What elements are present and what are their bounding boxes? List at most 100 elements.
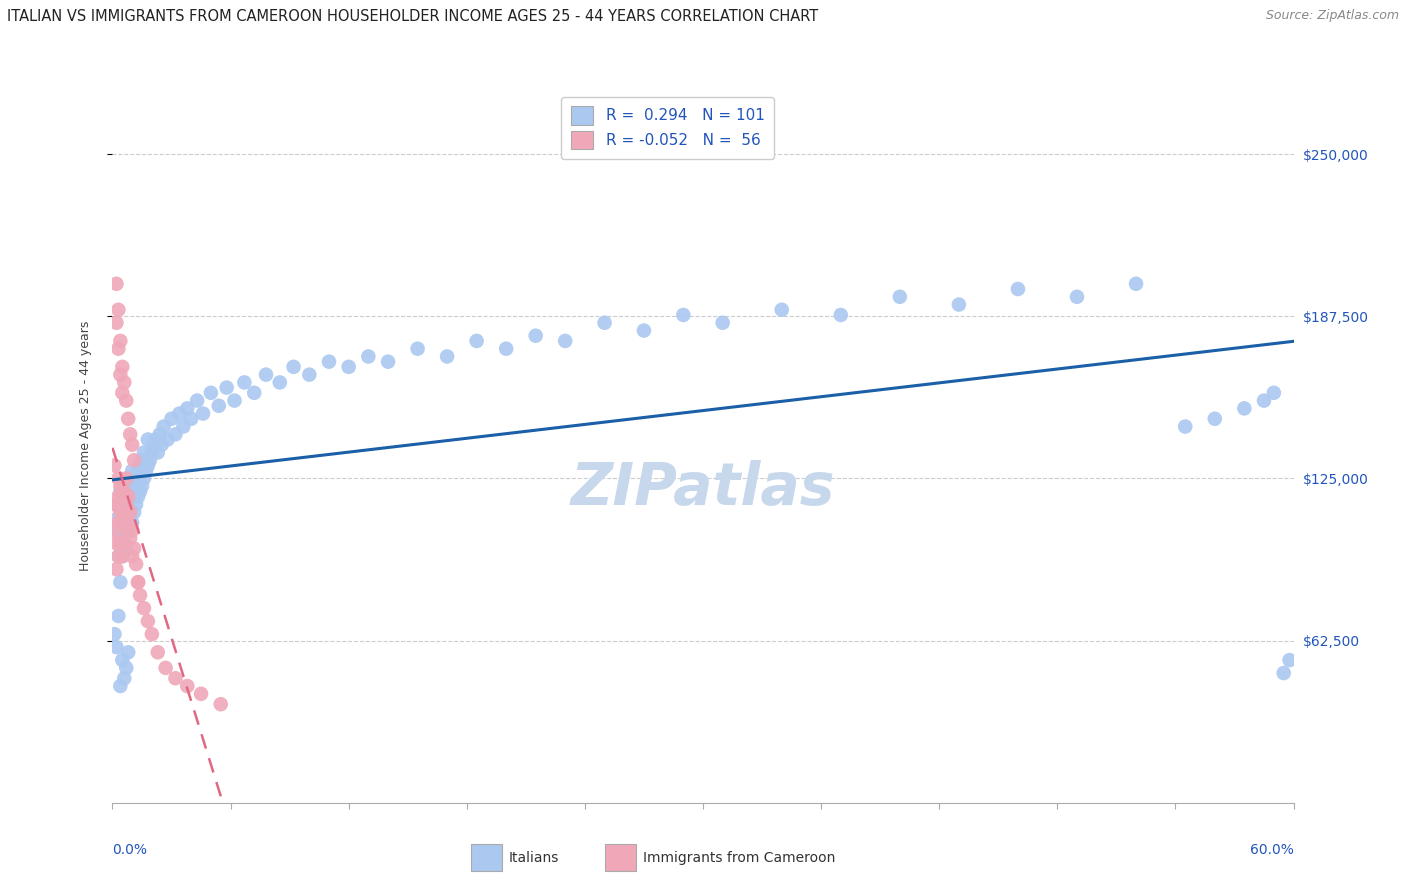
Point <box>107 510 129 524</box>
Point <box>554 334 576 348</box>
Point <box>105 536 128 550</box>
Point <box>129 484 152 499</box>
Point <box>357 350 380 364</box>
Point <box>121 464 143 478</box>
Point <box>110 484 132 499</box>
Point <box>111 549 134 564</box>
Point <box>165 671 187 685</box>
Text: ZIPatlas: ZIPatlas <box>571 460 835 517</box>
Point <box>129 588 152 602</box>
Point <box>112 484 135 499</box>
Point <box>115 497 138 511</box>
Point <box>1272 666 1295 681</box>
Point <box>146 645 169 659</box>
Text: 60.0%: 60.0% <box>1250 843 1294 857</box>
Point <box>105 316 128 330</box>
Point <box>1174 419 1197 434</box>
Point <box>107 302 129 317</box>
Point <box>269 376 291 390</box>
Point <box>110 575 132 590</box>
Point <box>1204 411 1226 425</box>
Point <box>160 411 183 425</box>
Point <box>111 359 134 374</box>
Point <box>111 490 134 504</box>
Point <box>120 510 142 524</box>
Point <box>948 297 970 311</box>
Point <box>215 381 238 395</box>
Point <box>117 516 139 530</box>
Point <box>191 407 214 421</box>
Point <box>132 601 155 615</box>
Point <box>298 368 321 382</box>
Point <box>127 490 149 504</box>
Y-axis label: Householder Income Ages 25 - 44 years: Householder Income Ages 25 - 44 years <box>79 321 91 571</box>
Point <box>141 445 163 459</box>
Point <box>136 433 159 447</box>
Point <box>107 609 129 624</box>
Point <box>125 497 148 511</box>
Point <box>1263 385 1285 400</box>
Point <box>112 505 135 519</box>
Text: Source: ZipAtlas.com: Source: ZipAtlas.com <box>1265 9 1399 22</box>
Point <box>139 453 162 467</box>
Point <box>127 464 149 478</box>
Point <box>115 661 138 675</box>
Point <box>283 359 305 374</box>
Point <box>465 334 488 348</box>
Point <box>495 342 517 356</box>
Point <box>146 445 169 459</box>
Point <box>208 399 231 413</box>
Point <box>125 471 148 485</box>
Point <box>121 438 143 452</box>
Point <box>115 490 138 504</box>
Point <box>112 671 135 685</box>
Point <box>135 464 157 478</box>
Point <box>889 290 911 304</box>
Point <box>149 427 172 442</box>
Point <box>672 308 695 322</box>
Point <box>110 679 132 693</box>
Point <box>127 575 149 590</box>
Point <box>121 549 143 564</box>
Point <box>122 505 145 519</box>
Point <box>117 411 139 425</box>
Point <box>125 557 148 571</box>
Point <box>169 407 191 421</box>
Point <box>176 679 198 693</box>
Point <box>115 541 138 556</box>
Point <box>105 562 128 576</box>
Point <box>136 614 159 628</box>
Point <box>180 411 202 425</box>
Point <box>224 393 246 408</box>
Point <box>209 697 232 711</box>
Point <box>117 490 139 504</box>
Point <box>152 419 174 434</box>
Text: ITALIAN VS IMMIGRANTS FROM CAMEROON HOUSEHOLDER INCOME AGES 25 - 44 YEARS CORREL: ITALIAN VS IMMIGRANTS FROM CAMEROON HOUS… <box>7 9 818 24</box>
Point <box>105 277 128 291</box>
Point <box>524 328 547 343</box>
Point <box>121 524 143 538</box>
Point <box>103 497 125 511</box>
Point <box>127 575 149 590</box>
Point <box>111 653 134 667</box>
Point <box>110 536 132 550</box>
Point <box>132 445 155 459</box>
Point <box>107 516 129 530</box>
Point <box>115 393 138 408</box>
Point <box>103 458 125 473</box>
Point <box>115 516 138 530</box>
Point <box>131 453 153 467</box>
Point <box>593 316 616 330</box>
Point <box>186 393 208 408</box>
Point <box>120 427 142 442</box>
Point <box>117 645 139 659</box>
Point <box>105 640 128 654</box>
Point <box>111 385 134 400</box>
Point <box>112 510 135 524</box>
Text: Immigrants from Cameroon: Immigrants from Cameroon <box>643 851 835 865</box>
Point <box>115 524 138 538</box>
Point <box>770 302 793 317</box>
Point <box>233 376 256 390</box>
Point <box>107 549 129 564</box>
Point <box>1278 653 1301 667</box>
